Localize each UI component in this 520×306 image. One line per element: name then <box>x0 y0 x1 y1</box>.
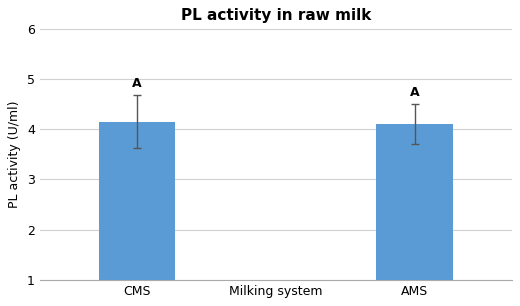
Text: A: A <box>132 77 142 91</box>
Bar <box>376 124 453 280</box>
Text: A: A <box>410 86 419 99</box>
Bar <box>99 121 175 280</box>
Title: PL activity in raw milk: PL activity in raw milk <box>180 8 371 23</box>
Y-axis label: PL activity (U/ml): PL activity (U/ml) <box>8 100 21 208</box>
